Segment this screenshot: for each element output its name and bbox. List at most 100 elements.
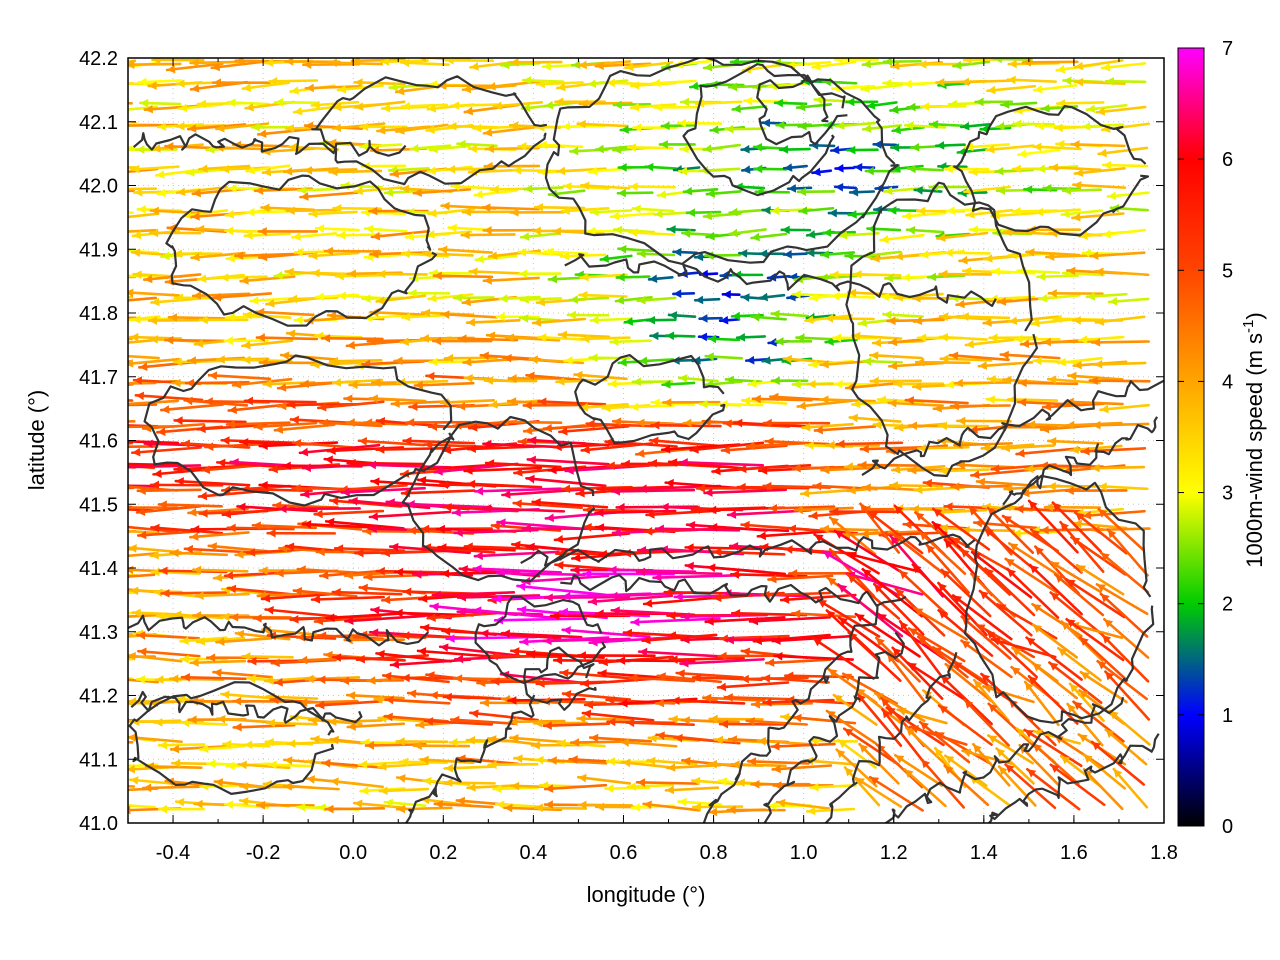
wind-vector	[869, 376, 922, 386]
wind-vector	[982, 684, 1035, 704]
wind-vector	[943, 164, 990, 174]
wind-vector	[189, 58, 246, 68]
wind-vector	[157, 500, 223, 509]
wind-vector	[629, 402, 675, 412]
wind-vector	[427, 207, 476, 218]
wind-vector	[438, 643, 521, 657]
wind-vector	[433, 799, 494, 809]
x-tick-label: -0.4	[156, 842, 190, 864]
wind-vector	[905, 225, 945, 235]
wind-vector	[949, 401, 1011, 411]
wind-vector	[846, 288, 900, 298]
wind-vector	[398, 757, 448, 767]
wind-vector	[226, 584, 296, 596]
wind-vector	[833, 379, 879, 389]
colorbar: 0 1 2 3 4 5 6 7 1000m-wind speed (m s-1)	[1177, 38, 1267, 838]
wind-vector	[370, 229, 431, 241]
colorbar-tick-label: 0	[1222, 816, 1233, 838]
wind-vector	[1008, 542, 1060, 577]
wind-vector	[537, 397, 607, 407]
wind-vector	[811, 60, 857, 71]
wind-vector	[1088, 376, 1151, 385]
wind-vector	[964, 338, 1015, 349]
x-tick-label: 1.2	[880, 842, 908, 864]
wind-vector	[904, 396, 969, 405]
wind-vector	[482, 125, 539, 137]
x-tick-label: 0.0	[339, 842, 367, 864]
wind-vector	[919, 102, 967, 111]
wind-vector	[463, 466, 543, 475]
wind-vector	[579, 677, 654, 688]
wind-vector	[150, 567, 201, 577]
wind-vector	[425, 230, 473, 239]
wind-vector	[219, 273, 268, 282]
wind-vector	[157, 804, 205, 814]
wind-vector	[940, 568, 992, 618]
wind-vector	[128, 101, 133, 105]
wind-vector	[164, 335, 226, 345]
wind-vector	[267, 760, 314, 770]
contour-line	[884, 697, 1125, 823]
wind-vector	[135, 631, 201, 640]
wind-vector	[437, 245, 493, 255]
y-axis-ticks: 41.0 41.1 41.2 41.3 41.4 41.5 41.6 41.7 41.8 41.9…	[79, 48, 1164, 835]
wind-vector	[835, 439, 904, 449]
wind-vector	[848, 187, 876, 197]
wind-vector	[313, 509, 385, 519]
wind-vector	[431, 336, 493, 346]
wind-vector	[1007, 59, 1060, 69]
y-tick-label: 41.9	[79, 239, 118, 261]
wind-vector	[1015, 447, 1081, 458]
wind-vector	[1092, 360, 1147, 369]
wind-vector	[705, 189, 742, 198]
contour-line	[520, 533, 976, 567]
wind-vector	[465, 318, 521, 327]
wind-vector	[128, 804, 157, 809]
wind-vector	[824, 337, 858, 346]
wind-vector	[996, 603, 1058, 640]
wind-vector	[703, 488, 788, 497]
wind-vector	[560, 206, 610, 216]
wind-vector	[443, 763, 496, 773]
wind-vector	[181, 209, 229, 220]
wind-vector	[704, 616, 786, 626]
wind-vector	[421, 249, 474, 258]
wind-vector	[370, 477, 450, 488]
wind-vector	[231, 377, 293, 389]
wind-vector	[712, 547, 786, 557]
wind-vector	[357, 760, 406, 769]
wind-vector	[531, 317, 586, 327]
wind-vector	[798, 206, 835, 215]
wind-vector	[310, 595, 386, 604]
wind-vector	[508, 717, 566, 727]
wind-vector	[481, 203, 540, 212]
wind-vector	[764, 658, 832, 667]
wind-vector	[1082, 753, 1127, 790]
wind-vector	[903, 768, 947, 808]
x-tick-label: 1.0	[790, 842, 818, 864]
wind-vector	[128, 439, 180, 445]
wind-vector	[150, 523, 224, 535]
wind-vector	[1071, 212, 1125, 222]
wind-vector	[587, 594, 674, 606]
wind-vector	[179, 718, 228, 728]
wind-vector	[533, 202, 586, 212]
wind-vector	[1070, 536, 1127, 576]
wind-vector	[443, 778, 496, 787]
contour-line	[682, 63, 835, 197]
wind-vector	[149, 206, 206, 216]
wind-vector	[582, 569, 675, 579]
wind-vector	[323, 246, 382, 256]
wind-vector	[509, 58, 563, 67]
wind-vector	[914, 357, 971, 367]
wind-vector	[753, 164, 788, 174]
wind-vector	[376, 269, 428, 279]
wind-vector	[943, 764, 990, 807]
wind-vector	[867, 510, 924, 555]
wind-vector	[1048, 163, 1102, 172]
wind-vector	[581, 709, 655, 722]
wind-vector	[589, 207, 633, 217]
wind-vector	[936, 231, 989, 242]
wind-vector	[938, 333, 988, 342]
wind-vector	[265, 718, 319, 728]
